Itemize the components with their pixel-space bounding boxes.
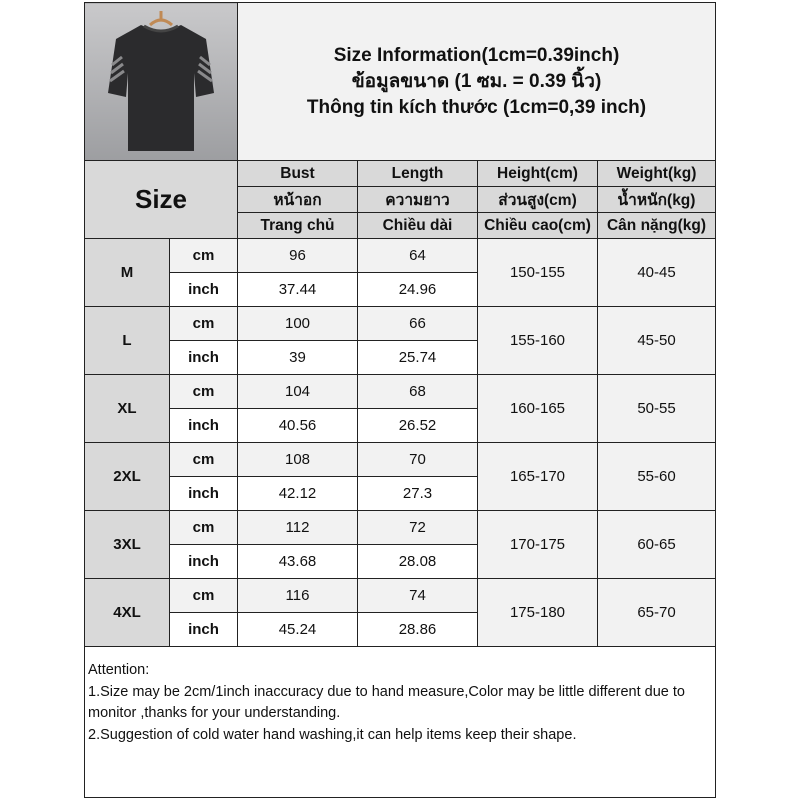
col-bust-vi: Trang chủ xyxy=(237,212,358,239)
length-cm: 66 xyxy=(357,306,478,341)
table-row: 3XL cm 112 72 170-175 60-65 xyxy=(84,510,716,579)
table-row: M cm 96 64 150-155 40-45 xyxy=(84,238,716,307)
product-image xyxy=(84,2,238,161)
col-length: Length xyxy=(357,160,478,187)
table-row: 4XL cm 116 74 175-180 65-70 xyxy=(84,578,716,647)
col-length-vi: Chiều dài xyxy=(357,212,478,239)
col-height-vi: Chiều cao(cm) xyxy=(477,212,598,239)
height-range: 160-165 xyxy=(477,374,598,443)
col-bust-th: หน้าอก xyxy=(237,186,358,213)
length-inch: 28.86 xyxy=(357,612,478,647)
title-vi: Thông tin kích thước (1cm=0,39 inch) xyxy=(306,96,647,118)
length-inch: 24.96 xyxy=(357,272,478,307)
length-cm: 68 xyxy=(357,374,478,409)
table-row: inch 37.44 24.96 xyxy=(85,272,716,307)
bust-inch: 40.56 xyxy=(237,408,358,443)
height-range: 175-180 xyxy=(477,578,598,647)
unit-cm: cm xyxy=(169,374,238,409)
note-1: 1.Size may be 2cm/1inch inaccuracy due t… xyxy=(88,683,685,722)
unit-cm: cm xyxy=(169,238,238,273)
weight-range: 40-45 xyxy=(597,238,716,307)
unit-cm: cm xyxy=(169,510,238,545)
size-label: 4XL xyxy=(84,578,170,647)
tshirt-icon xyxy=(108,11,214,151)
size-header: Size xyxy=(84,160,238,239)
table-row: inch 43.68 28.08 xyxy=(85,544,716,579)
length-cm: 64 xyxy=(357,238,478,273)
table-row: 2XL cm 108 70 165-170 55-60 xyxy=(84,442,716,511)
col-height-th: ส่วนสูง(cm) xyxy=(477,186,598,213)
length-inch: 25.74 xyxy=(357,340,478,375)
length-cm: 72 xyxy=(357,510,478,545)
table-row: inch 39 25.74 xyxy=(85,340,716,375)
bust-inch: 42.12 xyxy=(237,476,358,511)
size-chart: Size Information(1cm=0.39inch) ข้อมูลขนา… xyxy=(84,2,716,798)
bust-cm: 104 xyxy=(237,374,358,409)
col-bust: Bust xyxy=(237,160,358,187)
height-range: 150-155 xyxy=(477,238,598,307)
height-range: 155-160 xyxy=(477,306,598,375)
unit-cm: cm xyxy=(169,306,238,341)
unit-inch: inch xyxy=(169,544,238,579)
col-weight-th: น้ำหนัก(kg) xyxy=(597,186,716,213)
note-2: 2.Suggestion of cold water hand washing,… xyxy=(88,726,577,743)
weight-range: 45-50 xyxy=(597,306,716,375)
table-row: inch 40.56 26.52 xyxy=(85,408,716,443)
bust-inch: 45.24 xyxy=(237,612,358,647)
bust-cm: 96 xyxy=(237,238,358,273)
length-inch: 26.52 xyxy=(357,408,478,443)
table-row: inch 45.24 28.86 xyxy=(85,612,716,647)
col-weight-vi: Cân nặng(kg) xyxy=(597,212,716,239)
title-en: Size Information(1cm=0.39inch) xyxy=(333,44,620,66)
weight-range: 60-65 xyxy=(597,510,716,579)
size-table: Size Information(1cm=0.39inch) ข้อมูลขนา… xyxy=(84,2,716,647)
table-row: inch 42.12 27.3 xyxy=(85,476,716,511)
col-weight: Weight(kg) xyxy=(597,160,716,187)
size-label: 2XL xyxy=(84,442,170,511)
length-inch: 28.08 xyxy=(357,544,478,579)
unit-inch: inch xyxy=(169,272,238,307)
attention-notes: Attention: 1.Size may be 2cm/1inch inacc… xyxy=(85,658,715,797)
unit-inch: inch xyxy=(169,408,238,443)
col-length-th: ความยาว xyxy=(357,186,478,213)
weight-range: 65-70 xyxy=(597,578,716,647)
size-label: M xyxy=(84,238,170,307)
length-inch: 27.3 xyxy=(357,476,478,511)
unit-inch: inch xyxy=(169,476,238,511)
table-row: L cm 100 66 155-160 45-50 xyxy=(84,306,716,375)
size-label: 3XL xyxy=(84,510,170,579)
bust-cm: 112 xyxy=(237,510,358,545)
title-th: ข้อมูลขนาด (1 ซม. = 0.39 นิ้ว) xyxy=(351,70,602,92)
bust-inch: 37.44 xyxy=(237,272,358,307)
unit-cm: cm xyxy=(169,442,238,477)
bust-cm: 108 xyxy=(237,442,358,477)
bust-inch: 43.68 xyxy=(237,544,358,579)
size-info-title: Size Information(1cm=0.39inch) ข้อมูลขนา… xyxy=(237,2,716,161)
unit-inch: inch xyxy=(169,340,238,375)
height-range: 170-175 xyxy=(477,510,598,579)
size-label: XL xyxy=(84,374,170,443)
weight-range: 50-55 xyxy=(597,374,716,443)
col-height: Height(cm) xyxy=(477,160,598,187)
length-cm: 70 xyxy=(357,442,478,477)
unit-inch: inch xyxy=(169,612,238,647)
table-row: XL cm 104 68 160-165 50-55 xyxy=(84,374,716,443)
size-label: L xyxy=(84,306,170,375)
bust-inch: 39 xyxy=(237,340,358,375)
length-cm: 74 xyxy=(357,578,478,613)
notes-heading: Attention: xyxy=(88,662,150,678)
weight-range: 55-60 xyxy=(597,442,716,511)
bust-cm: 100 xyxy=(237,306,358,341)
height-range: 165-170 xyxy=(477,442,598,511)
bust-cm: 116 xyxy=(237,578,358,613)
unit-cm: cm xyxy=(169,578,238,613)
